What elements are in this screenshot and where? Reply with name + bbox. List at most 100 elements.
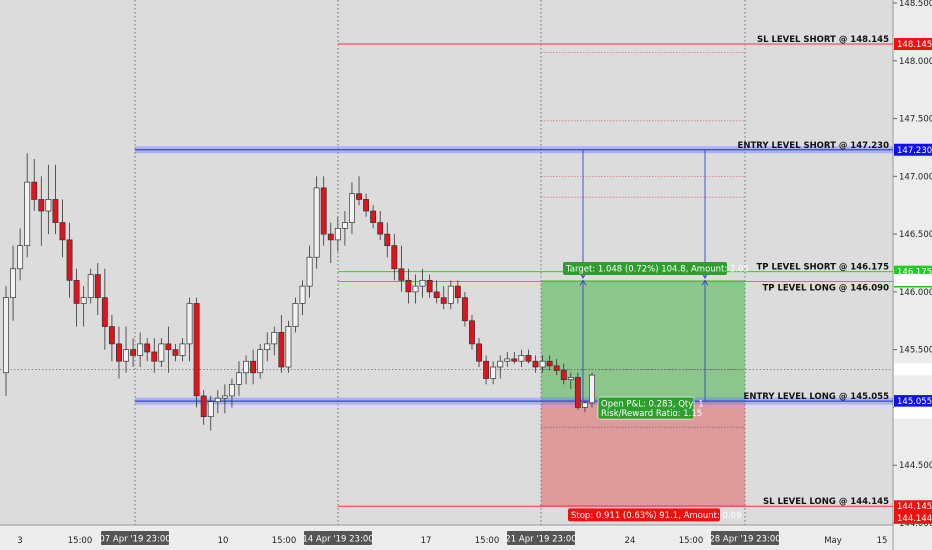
candle-body-4 bbox=[31, 181, 38, 200]
pnl-text: Open P&L: 0.283, Qty: 1 bbox=[601, 400, 704, 410]
candle-body-50 bbox=[356, 193, 362, 200]
candle-body-65 bbox=[461, 297, 468, 322]
candle-body-51 bbox=[363, 199, 370, 212]
candle-body-53 bbox=[377, 222, 384, 235]
price-tag-5-bg bbox=[894, 500, 932, 513]
candle-body-48 bbox=[341, 222, 348, 229]
projection-arrowhead-2 bbox=[579, 279, 587, 286]
time-label-1: 15:00 bbox=[68, 536, 93, 546]
candle-body-14 bbox=[101, 297, 108, 327]
candle-body-6 bbox=[45, 199, 52, 212]
candle-body-38 bbox=[271, 331, 278, 345]
price-tag-0: 148.145 bbox=[897, 40, 932, 50]
time-label-8: May bbox=[824, 536, 842, 546]
candle-body-44 bbox=[313, 187, 320, 258]
candle-body-13 bbox=[94, 274, 101, 299]
price-tag-4: 145.055 bbox=[897, 397, 932, 407]
rr-text: Risk/Reward Ratio: 1.15 bbox=[601, 409, 702, 419]
candle-body-9 bbox=[66, 239, 73, 281]
candle-body-64 bbox=[454, 285, 461, 299]
price-tick-label-1: 148.000 bbox=[899, 57, 932, 67]
candle-body-49 bbox=[349, 193, 355, 223]
candle-body-0 bbox=[3, 297, 9, 374]
price-tag-0-bg bbox=[894, 38, 932, 51]
candle-body-58 bbox=[412, 285, 419, 293]
candle-body-21 bbox=[151, 351, 158, 362]
target-box-text: Target: 1.048 (0.72%) 104.8, Amount: 2.0… bbox=[565, 264, 749, 274]
candle-body-76 bbox=[539, 360, 546, 368]
level-label-4: ENTRY LEVEL LONG @ 145.055 bbox=[744, 392, 890, 402]
candle-body-74 bbox=[525, 355, 532, 362]
candle-body-75 bbox=[532, 360, 539, 368]
profit-zone bbox=[541, 279, 745, 402]
candle-body-60 bbox=[426, 279, 433, 293]
candle-body-19 bbox=[137, 343, 144, 356]
time-highlight-bg-1 bbox=[304, 531, 372, 545]
extra-tag-2-bg bbox=[894, 406, 932, 419]
candle-body-27 bbox=[193, 303, 200, 397]
candle-body-20 bbox=[144, 343, 151, 353]
price-tick-label-0: 148.500 bbox=[899, 0, 932, 9]
price-tick-label-2: 147.500 bbox=[899, 115, 932, 125]
candle-body-33 bbox=[236, 372, 242, 385]
candle-body-34 bbox=[243, 360, 249, 374]
price-tag-1: 147.230 bbox=[897, 146, 932, 156]
price-tag-5: 144.145 bbox=[897, 502, 932, 512]
price-tick-label-3: 147.000 bbox=[899, 172, 932, 182]
candle-body-26 bbox=[186, 303, 193, 345]
level-label-0: SL LEVEL SHORT @ 148.145 bbox=[757, 35, 889, 45]
candle-body-63 bbox=[447, 285, 454, 304]
candle-body-80 bbox=[567, 377, 574, 381]
candle-body-31 bbox=[221, 395, 228, 399]
candle-body-78 bbox=[553, 365, 560, 371]
time-label-2: 10 bbox=[218, 536, 229, 546]
candle-body-29 bbox=[207, 401, 214, 418]
candle-body-43 bbox=[306, 256, 313, 287]
time-label-9: 15 bbox=[877, 536, 888, 546]
candle-body-18 bbox=[130, 349, 137, 356]
candle-body-57 bbox=[405, 279, 412, 293]
candle-body-70 bbox=[497, 360, 504, 368]
extra-tag-1: 21:05 bbox=[897, 365, 922, 375]
stop-box bbox=[568, 508, 720, 522]
price-tick-label-9: 144.000 bbox=[899, 519, 932, 529]
price-tick-label-8: 144.500 bbox=[899, 461, 932, 471]
candle-body-32 bbox=[228, 383, 235, 397]
candle-body-69 bbox=[490, 366, 497, 379]
projection-arrowhead-3 bbox=[701, 279, 709, 286]
time-highlight-bg-2 bbox=[507, 531, 575, 545]
candle-body-3 bbox=[24, 181, 31, 247]
extra-tag-2: 145.055 bbox=[897, 409, 932, 419]
stop-box-text: Stop: 0.911 (0.63%) 91.1, Amount: 0.09 bbox=[571, 511, 742, 521]
level-label-3: TP LEVEL LONG @ 146.090 bbox=[762, 283, 889, 293]
extra-tag-0-bg bbox=[894, 273, 932, 286]
candle-body-16 bbox=[116, 343, 122, 362]
candle-body-39 bbox=[278, 331, 285, 368]
candle-body-45 bbox=[320, 187, 327, 235]
candle-body-54 bbox=[384, 233, 391, 247]
candle-body-61 bbox=[433, 291, 440, 299]
candle-body-71 bbox=[504, 358, 511, 362]
candle-body-8 bbox=[59, 222, 66, 241]
candle-body-30 bbox=[214, 397, 221, 403]
time-highlight-0: 07 Apr '19 23:00 bbox=[99, 535, 170, 545]
candle-body-35 bbox=[250, 360, 257, 374]
extra-tag-3-bg bbox=[894, 511, 932, 524]
candle-body-40 bbox=[285, 326, 292, 368]
time-label-5: 15:00 bbox=[475, 536, 500, 546]
candle-body-55 bbox=[391, 245, 398, 270]
candle-body-25 bbox=[179, 343, 186, 356]
candle-body-28 bbox=[200, 395, 207, 418]
time-highlight-bg-3 bbox=[711, 531, 779, 545]
candle-body-12 bbox=[87, 274, 94, 299]
candle-body-5 bbox=[38, 199, 45, 212]
level-label-2: TP LEVEL SHORT @ 146.175 bbox=[756, 263, 889, 273]
time-highlight-3: 28 Apr '19 23:00 bbox=[709, 535, 780, 545]
candle-body-47 bbox=[334, 227, 341, 241]
candle-body-10 bbox=[73, 279, 80, 304]
extra-tag-3: 144.144 bbox=[897, 514, 932, 524]
candle-body-42 bbox=[299, 285, 306, 304]
candle-body-83 bbox=[589, 374, 595, 404]
